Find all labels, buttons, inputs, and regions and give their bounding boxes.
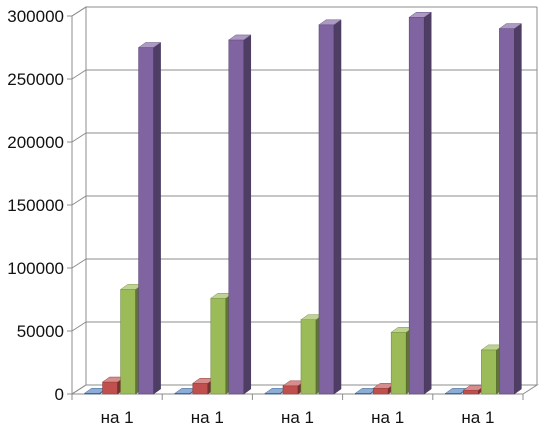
gridline <box>71 195 537 206</box>
gridline <box>71 132 537 143</box>
gridline <box>71 6 537 17</box>
bar-front <box>390 331 407 395</box>
bar-front <box>228 39 245 395</box>
bar-top <box>137 42 162 48</box>
bar-side <box>423 11 432 395</box>
bar-front <box>282 385 299 395</box>
bar-front <box>300 319 317 395</box>
bar-front <box>102 381 118 395</box>
bar-side <box>333 19 342 395</box>
bar-side <box>153 42 161 395</box>
bar <box>318 19 342 395</box>
bar-front <box>408 16 425 395</box>
bar-front <box>372 388 389 395</box>
bar-top <box>408 12 432 18</box>
bar-top <box>228 34 252 41</box>
gridline <box>71 69 537 80</box>
bar-front <box>210 297 227 395</box>
bar-front <box>318 24 335 395</box>
bar-front <box>138 47 154 395</box>
x-tick-label: на 1 <box>371 408 404 427</box>
x-axis-tick-labels: на 1 на 1 на 1 на 1 на 1 <box>101 408 495 427</box>
bar <box>408 11 432 395</box>
bar-side <box>243 34 252 395</box>
x-tick-label: на 1 <box>101 408 134 427</box>
bar-top <box>498 23 523 29</box>
y-axis-tick-labels: 0 50000 100000 150000 200000 250000 300000 <box>7 7 64 404</box>
y-tick-label: 250000 <box>7 70 64 89</box>
gridline <box>71 321 537 332</box>
bar <box>228 34 252 395</box>
bar-front <box>120 289 136 395</box>
bar-front <box>481 349 497 395</box>
bar <box>444 387 469 395</box>
bar-top <box>318 19 342 26</box>
bar-front <box>463 389 479 395</box>
gridline <box>71 258 537 269</box>
x-tick-label: на 1 <box>191 408 224 427</box>
y-tick-label: 150000 <box>7 196 64 215</box>
bar-front <box>192 382 209 395</box>
bar-side <box>514 23 522 395</box>
y-tick-label: 200000 <box>7 133 64 152</box>
gridlines <box>71 6 537 395</box>
bar <box>137 42 162 395</box>
bars <box>83 11 523 395</box>
y-tick-label: 100000 <box>7 259 64 278</box>
x-tick-label: на 1 <box>461 408 494 427</box>
bar <box>498 23 523 395</box>
x-tick-label: на 1 <box>281 408 314 427</box>
y-tick-label: 0 <box>55 385 64 404</box>
y-tick-label: 300000 <box>7 7 64 26</box>
bar-front <box>499 28 515 395</box>
y-tick-label: 50000 <box>17 322 64 341</box>
